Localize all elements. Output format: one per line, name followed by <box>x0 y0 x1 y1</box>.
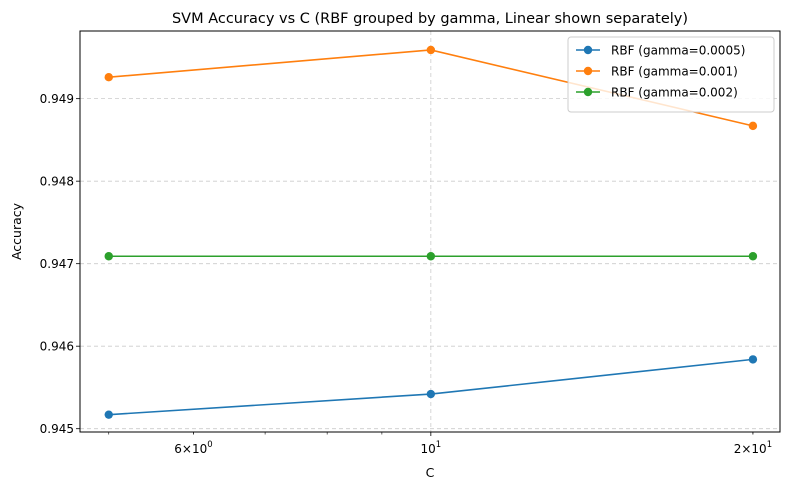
legend-box <box>567 36 775 113</box>
legend-marker <box>583 45 593 55</box>
y-tick-label: 0.945 <box>40 422 74 436</box>
series-layer <box>104 45 758 419</box>
chart-title: SVM Accuracy vs C (RBF grouped by gamma,… <box>172 11 688 27</box>
data-point <box>426 45 436 55</box>
legend-label: RBF (gamma=0.002) <box>611 86 738 100</box>
data-point <box>748 252 758 261</box>
data-point <box>426 252 436 261</box>
series-1 <box>104 355 758 419</box>
data-point <box>748 355 758 364</box>
legend: RBF (gamma=0.0005) RBF (gamma=0.001) RBF (… <box>567 36 775 113</box>
y-tick-label: 0.948 <box>40 175 74 189</box>
legend-marker <box>583 87 593 97</box>
data-point <box>748 121 758 131</box>
data-point <box>104 73 113 82</box>
x-tick-label: 101 <box>420 440 441 456</box>
y-tick-label: 0.949 <box>40 92 74 106</box>
y-tick-label: 0.946 <box>40 340 74 354</box>
plot-frame <box>79 30 781 433</box>
x-tick-label: 2×101 <box>734 440 772 456</box>
data-point <box>104 252 113 261</box>
data-point <box>426 389 436 399</box>
y-tick-label: 0.947 <box>40 257 74 271</box>
axis-layer: 0.945 0.946 0.947 0.948 0.949 6×100 101 2×101 <box>40 92 772 456</box>
x-tick-label: 6×100 <box>174 440 212 456</box>
series-3 <box>104 252 758 261</box>
legend-marker <box>583 66 593 76</box>
y-axis-label: Accuracy <box>9 202 24 260</box>
x-axis-label: C <box>426 465 435 480</box>
data-point <box>104 410 113 419</box>
legend-label: RBF (gamma=0.0005) <box>611 44 745 58</box>
legend-label: RBF (gamma=0.001) <box>611 65 738 79</box>
